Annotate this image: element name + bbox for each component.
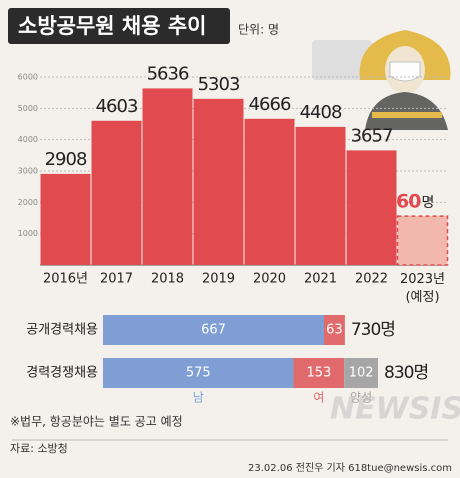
bar: [91, 120, 142, 265]
total-label: 730명: [351, 320, 395, 340]
x-tick-label: 2016년: [43, 272, 88, 287]
category-label: 경력경쟁채용: [26, 366, 98, 381]
total-label: 830명: [384, 363, 428, 383]
bar: [193, 98, 244, 266]
segment-label: 667: [201, 323, 226, 338]
value-label: 4408: [300, 102, 342, 123]
legend-label: 양성: [350, 391, 372, 405]
bar-segment: [344, 358, 378, 388]
y-tick-label: 1000: [18, 229, 38, 238]
x-tick-label: 2018: [151, 272, 184, 287]
credit: 23.02.06 전진우 기자 618tue@newsis.com: [248, 462, 452, 474]
bar: [346, 150, 397, 265]
bar-segment: [103, 315, 324, 345]
value-label: 4666: [249, 94, 291, 115]
segment-label: 63: [326, 323, 343, 338]
value-label: 5636: [147, 63, 189, 84]
bar-segment: [103, 358, 294, 388]
legend-label: 여: [313, 391, 324, 405]
bar: [40, 173, 91, 265]
footnote: ※법무, 항공분야는 별도 공고 예정: [10, 415, 183, 429]
value-label: 3657: [351, 125, 393, 146]
x-tick-label: 2019: [202, 272, 235, 287]
value-unit: 명: [422, 195, 435, 211]
x-tick-label: 2017: [100, 272, 133, 287]
x-tick-label: 2021: [304, 272, 337, 287]
y-tick-label: 6000: [18, 73, 38, 82]
x-tick-label: 2023년 (예정): [400, 272, 445, 305]
bar: [295, 126, 346, 266]
segment-label: 153: [306, 366, 331, 381]
value-label: 1560: [372, 191, 422, 213]
watermark: NEWSIS: [330, 392, 460, 427]
value-label: 5303: [198, 74, 240, 95]
chart-title: 소방공무원 채용 추이: [18, 14, 207, 38]
y-tick-label: 2000: [18, 198, 38, 207]
segment-label: 575: [186, 366, 211, 381]
value-label: 2908: [45, 149, 87, 170]
bar-segment: [293, 358, 345, 388]
bar: [244, 118, 295, 265]
x-tick-label: 2020: [253, 272, 286, 287]
unit-label: 단위: 명: [238, 23, 279, 37]
bar: [142, 88, 193, 265]
source: 자료: 소방청: [10, 442, 68, 455]
y-tick-label: 3000: [18, 167, 38, 176]
y-tick-label: 5000: [18, 104, 38, 113]
legend-label: 남: [193, 391, 204, 405]
x-tick-label: 2022: [355, 272, 388, 287]
category-label: 공개경력채용: [26, 323, 98, 338]
y-tick-label: 4000: [18, 135, 38, 144]
value-label: 4603: [96, 96, 138, 117]
illustration: [312, 30, 451, 130]
segment-label: 102: [349, 366, 374, 381]
bar: [396, 215, 449, 266]
title-box: [8, 8, 230, 44]
bar-segment: [323, 315, 345, 345]
